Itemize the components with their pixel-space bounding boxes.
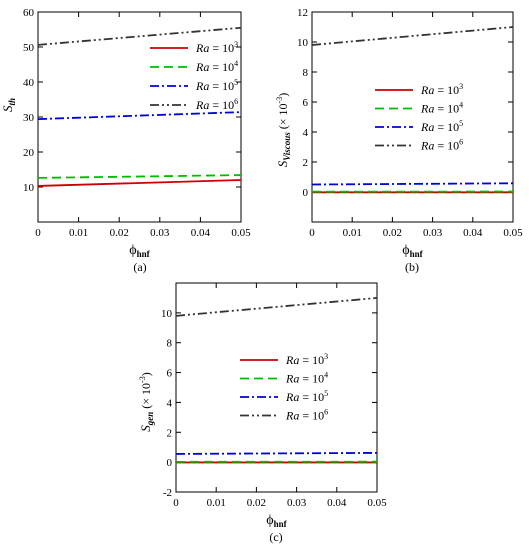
plot-frame (175, 282, 378, 493)
x-tick-label: 0.05 (367, 497, 387, 509)
x-tick-label: 0.02 (383, 227, 402, 239)
legend-label: Ra = 104 (420, 101, 463, 116)
x-tick-label: 0 (173, 497, 179, 509)
x-tick-label: 0.04 (191, 227, 211, 239)
series-line-ra-4 (37, 174, 242, 179)
x-tick-label: 0.05 (231, 227, 251, 239)
y-tick-label: 30 (23, 112, 35, 124)
y-axis-label: Sth (0, 98, 17, 112)
y-tick-label: 6 (303, 97, 309, 109)
x-tick-label: 0.03 (287, 497, 307, 509)
x-tick-label: 0 (309, 227, 315, 239)
y-tick-label: -2 (163, 487, 172, 499)
y-tick-label: 6 (167, 368, 173, 380)
x-tick-label: 0.02 (247, 497, 266, 509)
series-line-ra-5 (175, 451, 378, 455)
x-tick-label: 0.05 (503, 227, 523, 239)
y-tick-label: 10 (23, 182, 35, 194)
y-tick-label: 40 (23, 77, 35, 89)
x-tick-label: 0.01 (343, 227, 362, 239)
y-tick-label: 20 (23, 147, 35, 159)
panel-a: 0 0.01 0.02 0.03 0.04 0.05 10 20 30 40 50 60 Ra = 10… (0, 7, 251, 274)
legend-label: Ra = 105 (420, 119, 463, 134)
y-axis-label: SViscous (× 10-3) (275, 93, 292, 167)
legend-label: Ra = 105 (195, 78, 238, 93)
x-tick-label: 0.04 (327, 497, 347, 509)
y-tick-label: 10 (297, 37, 309, 49)
series-line-ra-6 (311, 26, 514, 46)
legend: Ra = 103 Ra = 104 Ra = 105 Ra = 106 (150, 40, 238, 112)
y-tick-label: 10 (161, 308, 173, 320)
legend-label: Ra = 104 (285, 371, 328, 386)
series-line-ra-3 (37, 179, 242, 187)
legend: Ra = 103 Ra = 104 Ra = 105 Ra = 106 (240, 352, 328, 423)
legend-label: Ra = 106 (285, 408, 328, 423)
y-tick-label: 4 (303, 127, 309, 139)
x-axis-label: ϕhnf (266, 513, 287, 529)
y-axis-label: Sgen (× 10-3) (138, 372, 155, 431)
y-tick-label: 50 (23, 42, 35, 54)
y-tick-label: 2 (303, 157, 309, 169)
y-tick-label: 8 (303, 67, 309, 79)
legend-label: Ra = 104 (195, 59, 238, 74)
y-tick-label: 8 (167, 338, 173, 350)
x-tick-label: 0.01 (207, 497, 226, 509)
series-line-ra-6 (175, 297, 378, 317)
x-tick-label: 0.01 (69, 227, 88, 239)
x-tick-label: 0 (35, 227, 41, 239)
legend-label: Ra = 103 (285, 352, 328, 367)
series-line-ra-6 (37, 26, 242, 46)
x-tick-label: 0.03 (150, 227, 170, 239)
y-tick-label: 0 (167, 457, 173, 469)
panel-caption: (b) (405, 260, 419, 274)
panel-caption: (a) (133, 260, 146, 274)
legend: Ra = 103 Ra = 104 Ra = 105 Ra = 106 (375, 82, 463, 153)
x-tick-label: 0.03 (423, 227, 443, 239)
legend-label: Ra = 103 (420, 82, 463, 97)
y-tick-label: 12 (297, 7, 308, 19)
x-tick-label: 0.02 (110, 227, 129, 239)
series-line-ra-5 (311, 182, 514, 186)
series-line-ra-5 (37, 111, 242, 120)
x-axis-label: ϕhnf (129, 243, 150, 259)
x-axis-label: ϕhnf (402, 243, 423, 259)
y-tick-label: 0 (303, 187, 309, 199)
plot-frame (311, 11, 514, 223)
panel-caption: (c) (269, 530, 282, 544)
legend-label: Ra = 105 (285, 389, 328, 404)
legend-label: Ra = 106 (420, 138, 463, 153)
legend-label: Ra = 103 (195, 40, 238, 55)
legend-label: Ra = 106 (195, 97, 238, 112)
y-tick-label: 4 (167, 397, 173, 409)
x-tick-label: 0.04 (463, 227, 483, 239)
y-tick-label: 60 (23, 7, 35, 19)
y-tick-label: 2 (167, 427, 173, 439)
